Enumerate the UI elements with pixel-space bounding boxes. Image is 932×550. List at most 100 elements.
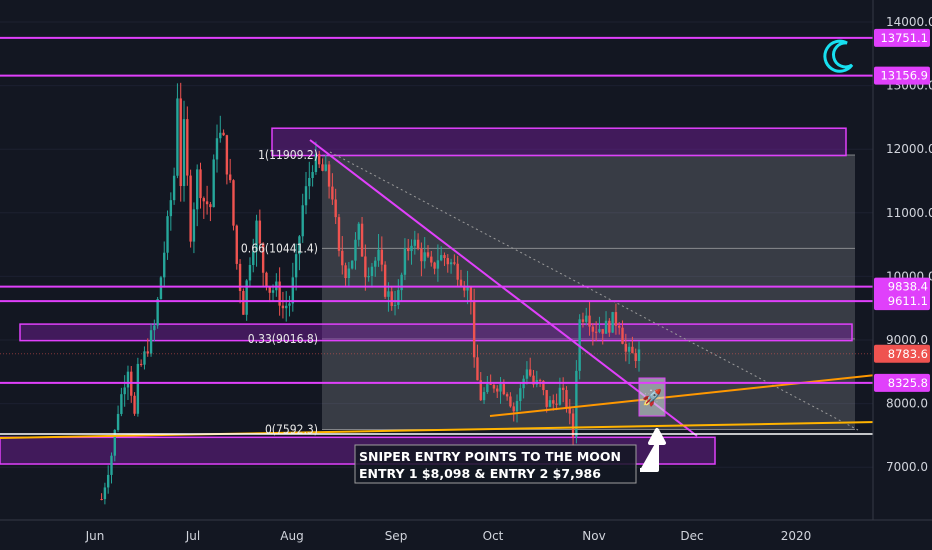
candle-body (426, 252, 430, 257)
rocket-icon: 🚀 (642, 388, 662, 407)
candle-body (614, 312, 618, 326)
candle-body (393, 304, 397, 306)
candle-body (350, 260, 354, 269)
candle-body (532, 375, 535, 385)
candle-body (387, 291, 390, 297)
candle-body (545, 390, 548, 407)
candle-body (436, 260, 440, 269)
candle-body (420, 248, 423, 262)
candle-body (327, 164, 331, 187)
candle-body (492, 384, 496, 389)
annotation[interactable]: SNIPER ENTRY POINTS TO THE MOON ENTRY 1 $… (354, 444, 637, 484)
price-level-tag (874, 292, 930, 311)
candle-body (416, 239, 420, 249)
candle-body (205, 201, 209, 205)
candle-body (278, 281, 281, 306)
candle-body (380, 249, 384, 265)
candle-body (486, 383, 489, 393)
candle-body (383, 264, 387, 297)
price-level-tag-label: 9838.4 (888, 280, 928, 294)
candle-body (268, 287, 271, 293)
time-tick-label: Oct (483, 529, 504, 543)
candle-body (341, 250, 344, 266)
price-zone (271, 127, 847, 157)
candle-body (453, 262, 456, 264)
fib-level-label: 1(11909.2) (258, 148, 318, 162)
candle-body (285, 305, 288, 309)
candle-body (321, 164, 324, 171)
price-tick-label: 11000.0 (886, 206, 932, 220)
candle-body (139, 363, 143, 365)
time-axis[interactable]: Jun Jul Aug Sep Oct Nov Dec 2020 (0, 519, 932, 543)
candle-body (575, 370, 578, 437)
last-price-tag (874, 344, 930, 363)
candle-body (367, 275, 370, 278)
candle-body (248, 265, 252, 281)
candle-body (261, 243, 265, 273)
candle-body (439, 255, 443, 261)
time-tick-label: Jun (85, 529, 105, 543)
candle-body (156, 299, 159, 326)
candle-body (186, 119, 189, 176)
candle-body (377, 249, 380, 261)
candle-body (627, 346, 631, 352)
candle-body (509, 396, 512, 407)
candle-body (212, 159, 215, 208)
horizontal-levels[interactable] (0, 36, 873, 384)
candle-body (555, 403, 558, 405)
annotation-box (354, 444, 637, 484)
candle-body (463, 285, 466, 291)
candle-body (347, 268, 351, 279)
price-tick-label: 8000.0 (886, 397, 928, 411)
candle-body (519, 388, 522, 402)
price-tick-label: 9000.0 (886, 333, 928, 347)
trendlines[interactable]: 🚀 (0, 139, 932, 472)
candle-body (149, 330, 153, 354)
candle-body (202, 198, 206, 202)
candle-body (598, 329, 601, 332)
candle-body (169, 200, 173, 217)
candle-body (360, 223, 364, 257)
price-level-tag (874, 28, 930, 47)
candle-body (225, 135, 229, 175)
candle-body (624, 343, 628, 352)
candle-body (100, 499, 103, 500)
candle-body (133, 395, 136, 414)
up-arrow-icon (640, 428, 666, 472)
candle-body (505, 394, 509, 397)
fib-level-label: 0.66(10441.4) (241, 241, 318, 255)
candle-body (499, 384, 502, 392)
candle-body (568, 407, 571, 414)
candle-body (529, 369, 532, 376)
candle-body (601, 329, 604, 334)
candle-body (446, 258, 449, 265)
candle-body (324, 164, 327, 171)
candle-body (192, 209, 196, 242)
candle-body (443, 255, 446, 259)
time-tick-label: 2020 (781, 529, 812, 543)
candle-body (423, 252, 426, 262)
candle-body (291, 277, 295, 304)
candle-body (489, 383, 492, 385)
candle-body (608, 320, 611, 333)
candle-body (159, 277, 163, 300)
candle-body (298, 236, 301, 255)
candle-body (403, 248, 407, 275)
candle-body (255, 220, 258, 252)
candle-body (621, 327, 624, 344)
candle-body (456, 263, 459, 280)
candle-body (410, 245, 413, 252)
candle-body (502, 384, 506, 395)
candle-body (337, 217, 341, 251)
candle-body (179, 98, 182, 187)
candle-body (136, 363, 140, 414)
candle-body (370, 266, 374, 276)
candle-body (591, 326, 595, 332)
candle-body (199, 169, 202, 199)
candle-body (166, 216, 169, 253)
time-tick-label: Nov (582, 529, 605, 543)
time-tick-label: Sep (385, 529, 408, 543)
entry-box (638, 377, 666, 417)
price-axis[interactable]: 14000.013000.012000.011000.010000.09000.… (872, 0, 932, 550)
